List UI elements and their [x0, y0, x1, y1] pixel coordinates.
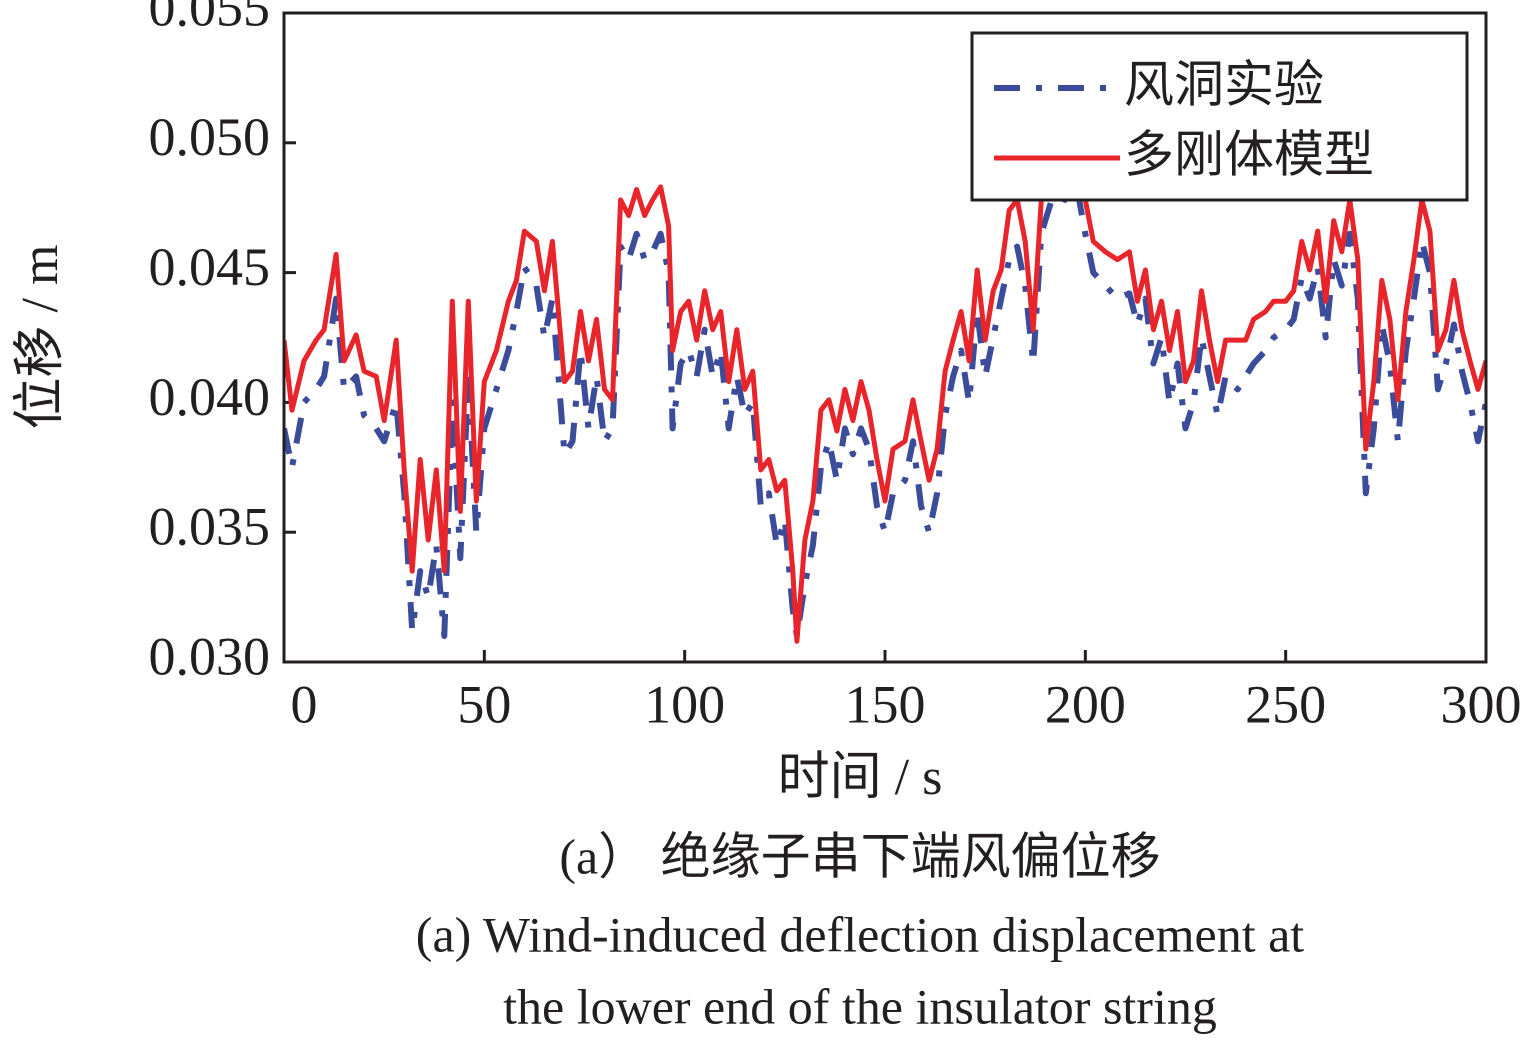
- x-tick-label: 150: [845, 674, 926, 734]
- legend-box: [970, 31, 1469, 202]
- y-tick-label: 0.050: [149, 107, 271, 167]
- y-tick-label: 0.035: [149, 497, 271, 557]
- x-tick-label: 100: [644, 674, 725, 734]
- x-tick-label: 0: [291, 674, 318, 734]
- caption-en: the lower end of the insulator string: [503, 978, 1217, 1034]
- plot-frame: [282, 11, 1488, 664]
- caption-zh: (a） 绝缘子串下端风偏位移: [559, 828, 1160, 884]
- x-tick-label: 50: [457, 674, 511, 734]
- x-tick-label: 300: [1441, 674, 1521, 734]
- y-tick-label: 0.030: [149, 626, 271, 686]
- x-axis-label: 时间 / s: [778, 749, 943, 806]
- legend-label: 多刚体模型: [1124, 126, 1374, 182]
- y-tick-label: 0.055: [149, 0, 271, 37]
- x-tick-label: 250: [1245, 674, 1326, 734]
- y-tick-label: 0.045: [149, 237, 271, 297]
- legend-label: 风洞实验: [1124, 56, 1324, 112]
- y-axis-label: 位移 / m: [12, 245, 69, 430]
- x-tick-label: 200: [1045, 674, 1126, 734]
- caption-en: (a) Wind-induced deflection displacement…: [416, 906, 1304, 962]
- series-line: [284, 186, 1486, 639]
- y-tick-label: 0.040: [149, 367, 271, 427]
- series-line: [284, 158, 1486, 644]
